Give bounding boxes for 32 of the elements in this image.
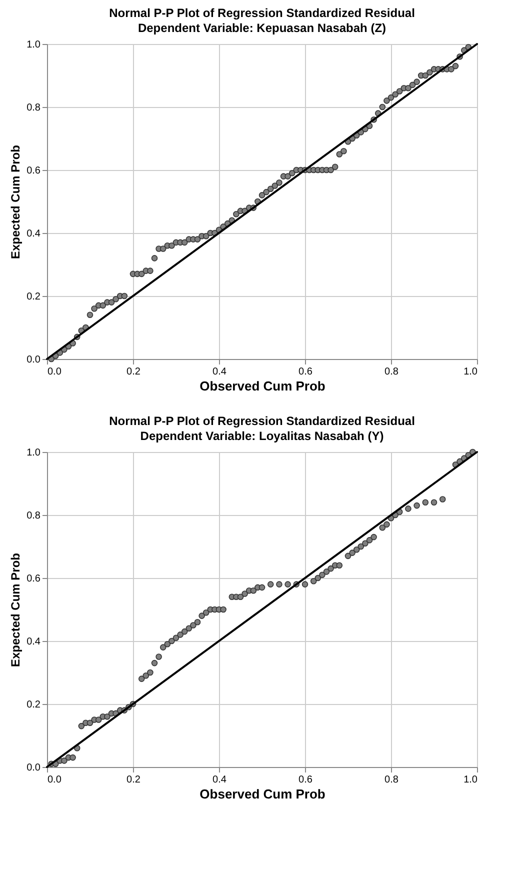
x-tick-label: 1.0: [464, 366, 478, 378]
x-tick-label: 0.8: [384, 366, 399, 378]
y-tick-label: 0.2: [26, 700, 41, 710]
x-tick-label: 0.2: [126, 366, 141, 378]
y-axis-title: Expected Cum Prob: [8, 552, 23, 668]
x-tick-label: 0.6: [298, 366, 313, 378]
y-tick-label: 1.0: [26, 40, 41, 50]
x-tick-label: 0.2: [126, 774, 141, 786]
y-tick-label: 0.8: [26, 510, 41, 522]
x-tick-label: 1.0: [464, 774, 478, 786]
chart-title: Normal P-P Plot of Regression Standardized Residual: [109, 6, 415, 20]
x-tick-label: 0.8: [384, 774, 399, 786]
chart-title: Normal P-P Plot of Regression Standardized Residual: [109, 414, 415, 428]
chart-subtitle: Dependent Variable: Loyalitas Nasabah (Y): [140, 429, 384, 443]
x-tick-label: 0.4: [212, 366, 227, 378]
y-tick-label: 0.0: [26, 354, 41, 366]
x-axis-title: Observed Cum Prob: [200, 786, 326, 802]
y-tick-label: 1.0: [26, 448, 41, 458]
chart-subtitle: Dependent Variable: Kepuasan Nasabah (Z): [138, 21, 386, 35]
y-tick-label: 0.4: [26, 228, 41, 240]
y-tick-label: 0.0: [26, 762, 41, 774]
x-tick-label: 0.0: [48, 774, 62, 786]
y-tick-label: 0.6: [26, 574, 41, 584]
y-tick-label: 0.4: [26, 636, 41, 648]
y-tick-label: 0.8: [26, 102, 41, 114]
y-axis-title: Expected Cum Prob: [8, 144, 23, 260]
x-axis-title: Observed Cum Prob: [200, 378, 326, 394]
x-tick-label: 0.0: [48, 366, 62, 378]
x-tick-label: 0.6: [298, 774, 313, 786]
y-tick-label: 0.6: [26, 166, 41, 176]
x-tick-label: 0.4: [212, 774, 227, 786]
y-tick-label: 0.2: [26, 292, 41, 302]
